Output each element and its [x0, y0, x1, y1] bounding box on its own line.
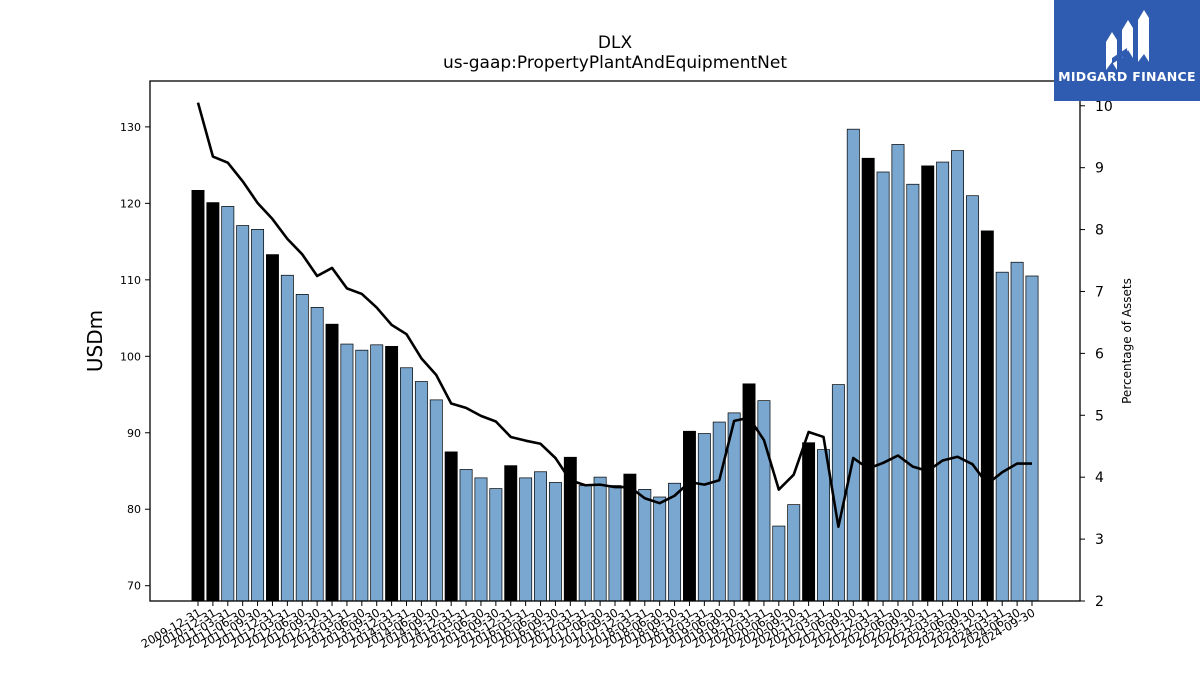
y2-tick-label: 6 — [1095, 346, 1104, 362]
bar-2012-03-31 — [280, 274, 294, 602]
bar-2013-12-31 — [385, 346, 399, 602]
x-axis-ticks: 2009-12-312010-12-312011-03-312011-06-30… — [139, 601, 1038, 651]
brand-name: MIDGARD FINANCE — [1058, 69, 1196, 84]
bar-2018-03-31 — [638, 489, 652, 602]
bar-2014-09-30 — [429, 399, 443, 602]
y-tick-label: 80 — [127, 503, 141, 516]
y-tick-label: 70 — [127, 580, 141, 593]
bar-2021-06-30 — [831, 384, 845, 602]
y-axis-label: USDm — [83, 310, 107, 372]
bar-2011-03-31 — [221, 206, 235, 602]
bar-2012-12-31 — [325, 323, 339, 602]
bar-2022-03-31 — [876, 171, 890, 602]
bar-2019-03-31 — [697, 433, 711, 602]
bar-2011-09-30 — [251, 229, 265, 602]
bar-2012-06-30 — [295, 294, 309, 602]
y2-tick-label: 7 — [1095, 284, 1104, 300]
bar-2017-12-31 — [623, 473, 637, 602]
y-tick-label: 120 — [120, 197, 141, 210]
y2-axis-label: Percentage of Assets — [1120, 278, 1134, 404]
bar-2012-09-30 — [310, 307, 324, 602]
bar-2019-06-30 — [712, 421, 726, 602]
bar-2020-06-30 — [772, 525, 786, 602]
percentage-line — [196, 102, 1032, 529]
y2-tick-label: 8 — [1095, 223, 1104, 239]
midgard-logo-icon — [1106, 10, 1149, 70]
y-tick-label: 90 — [127, 427, 141, 440]
bar-2017-03-31 — [578, 485, 592, 602]
y2-tick-label: 9 — [1095, 161, 1104, 177]
bar-2021-09-30 — [846, 128, 860, 602]
y2-tick-label: 2 — [1095, 594, 1104, 610]
chart-subtitle: us-gaap:PropertyPlantAndEquipmentNet — [443, 53, 787, 73]
bar-2022-12-31 — [921, 165, 935, 602]
bar-2013-06-30 — [355, 349, 369, 602]
bar-2015-03-31 — [459, 469, 473, 602]
y2-tick-label: 10 — [1095, 99, 1113, 115]
bar-2023-09-30 — [965, 195, 979, 602]
left-axis-ticks: 70 80 90 100 110 120 130 — [120, 121, 150, 593]
bar-2016-06-30 — [534, 471, 547, 602]
y-tick-label: 100 — [120, 350, 141, 363]
y2-tick-label: 5 — [1095, 408, 1104, 424]
bar-2020-12-31 — [802, 442, 816, 602]
bar-2018-06-30 — [653, 496, 667, 602]
bar-2015-12-31 — [504, 465, 518, 602]
bar-2014-06-30 — [414, 381, 428, 602]
bar-2011-06-30 — [236, 225, 250, 602]
bar-2014-12-31 — [444, 451, 458, 602]
bar-2020-09-30 — [787, 504, 801, 602]
bar-2015-09-30 — [489, 488, 503, 602]
bar-2024-09-30 — [1025, 275, 1039, 602]
bar-2013-03-31 — [340, 343, 354, 602]
y2-tick-label: 3 — [1095, 532, 1104, 548]
bar-2024-03-31 — [995, 271, 1009, 602]
bar-2023-06-30 — [951, 150, 964, 602]
bar-2020-03-31 — [757, 400, 771, 602]
bar-2018-12-31 — [683, 430, 696, 602]
bar-2022-09-30 — [906, 183, 920, 602]
y-tick-label: 110 — [120, 274, 141, 287]
y-tick-label: 130 — [120, 121, 141, 134]
y2-tick-label: 4 — [1095, 470, 1104, 486]
bar-2016-03-31 — [519, 477, 533, 602]
bars-group — [191, 128, 1039, 602]
bar-2021-03-31 — [817, 449, 830, 602]
bar-2024-06-30 — [1010, 261, 1024, 602]
bar-2010-12-31 — [206, 202, 220, 602]
bar-2017-09-30 — [608, 485, 622, 602]
bar-2016-09-30 — [548, 482, 562, 602]
bar-2019-12-31 — [742, 383, 756, 602]
bar-2021-12-31 — [861, 157, 875, 602]
bar-2023-03-31 — [936, 161, 950, 602]
bar-2018-09-30 — [668, 482, 682, 602]
right-axis-ticks: 2 3 4 5 6 7 8 9 10 — [1080, 99, 1113, 610]
bar-2014-03-31 — [400, 367, 413, 602]
bar-2013-09-30 — [370, 344, 384, 602]
brand-logo: MIDGARD FINANCE — [1054, 0, 1200, 101]
bar-2011-12-31 — [266, 254, 279, 602]
bar-2022-06-30 — [891, 144, 905, 602]
bar-2017-06-30 — [593, 476, 607, 602]
bar-2023-12-31 — [980, 230, 994, 602]
chart-title: DLX — [598, 33, 633, 53]
bar-2015-06-30 — [474, 477, 488, 602]
bar-2009-12-31 — [191, 190, 205, 602]
